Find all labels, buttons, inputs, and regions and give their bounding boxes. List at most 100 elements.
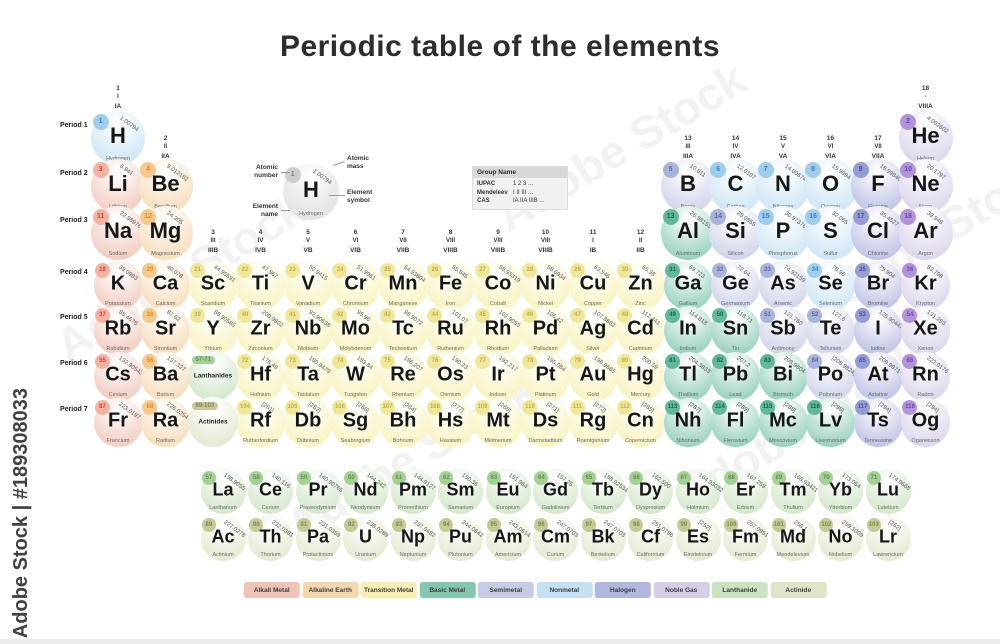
atomic-number-badge: 50	[712, 308, 728, 324]
element-name-text: Radon	[917, 391, 934, 398]
atomic-number-badge: 62	[439, 471, 454, 486]
element-symbol-label: Element symbol	[347, 189, 373, 204]
element-symbol-text: C	[727, 171, 744, 197]
element-name-text: Sulfur	[823, 250, 838, 257]
atomic-number-badge: 77	[474, 354, 490, 370]
element-Pt: 78 195.084 Pt Platinum	[521, 351, 570, 401]
atomic-number-badge: 95	[486, 518, 501, 533]
element-name-text: Ruthenium	[437, 345, 464, 352]
element-Ts: 117 [294] Ts Tennessine	[853, 397, 903, 447]
element-symbol-text: Mn	[388, 272, 418, 295]
legend-transition: Transition Metal	[360, 582, 417, 598]
element-symbol-text: Th	[259, 526, 282, 547]
atomic-number-badge: 114	[712, 400, 728, 416]
atomic-number-badge: 74	[332, 354, 348, 370]
element-name-text: Vanadium	[295, 300, 321, 307]
atomic-number-badge: 7	[757, 162, 774, 179]
element-name-text: Tungsten	[344, 391, 367, 398]
element-Cu: 29 63.546 Cu Copper	[568, 260, 618, 310]
period-label-6: Period 6	[60, 360, 88, 367]
callout-line	[281, 210, 290, 211]
element-symbol-text: H	[110, 123, 126, 149]
atomic-number-badge: 68	[724, 471, 739, 486]
atomic-number-badge: 57	[201, 471, 216, 486]
atomic-number-badge: 69	[771, 471, 786, 486]
element-Ar: 18 39.948 Ar Argon	[898, 206, 953, 260]
element-name-text: Cesium	[108, 391, 128, 398]
atomic-number-badge: 13	[662, 209, 679, 226]
element-symbol-text: B	[680, 171, 696, 197]
group-header-10: 10 VIII VIIIB	[538, 229, 553, 254]
placeholder-label: Lanthanides	[193, 372, 233, 380]
lanthanides-placeholder: 57-71 Lanthanides	[188, 351, 238, 401]
atomic-number-badge: 51	[759, 308, 775, 324]
element-symbol-text: He	[911, 123, 940, 149]
atomic-number-badge: 80	[617, 354, 633, 370]
element-Rh: 45 102.9055 Rh Rhodium	[473, 305, 523, 355]
element-Be: 49.012182BeBeryllium	[138, 159, 193, 213]
element-symbol-text: I	[875, 317, 881, 340]
placeholder-label: Actinides	[198, 418, 228, 426]
element-symbol-text: Fl	[726, 409, 745, 432]
element-symbol-text: Tl	[679, 363, 697, 386]
atomic-number-badge: 118	[902, 400, 918, 416]
group-header-2: 2 II IIA	[161, 135, 170, 160]
group-header-5: 5 V VB	[303, 229, 313, 254]
period-label-3: Period 3	[60, 217, 88, 224]
atomic-number-badge: 82	[712, 354, 728, 370]
atomic-number-badge: 44	[427, 308, 443, 324]
element-S: 16 32.065 S Sulfur	[803, 206, 858, 260]
group-name-box-header: Group Name	[473, 167, 567, 178]
element-symbol-text: Hs	[437, 409, 464, 432]
element-symbol-text: Ds	[532, 409, 559, 432]
element-symbol-text: Yb	[828, 479, 852, 500]
element-name-text: Darmstadtium	[528, 437, 563, 444]
element-name-text: Rhodium	[486, 345, 509, 352]
element-symbol-text: Am	[493, 526, 523, 547]
atomic-number-badge: 104	[237, 400, 253, 416]
element-Ga: 31 69.723 Ga Gallium	[663, 260, 713, 310]
period-label-4: Period 4	[60, 269, 88, 276]
element-Rg: 111 [272] Rg Roentgenium	[568, 397, 618, 447]
element-symbol-text: O	[821, 171, 840, 197]
atomic-number-badge: 30	[617, 263, 633, 279]
atomic-number-badge: 38	[142, 308, 158, 324]
legend-alkaline: Alkaline Earth	[302, 582, 359, 598]
atomic-number-badge: 110	[522, 400, 538, 416]
atomic-number-badge: 92	[344, 518, 359, 533]
element-name-text: Hydrogen	[299, 210, 323, 217]
adobe-stock-id-watermark: Adobe Stock | #189308033	[10, 387, 32, 638]
element-Re: 75 186.207 Re Rhenium	[378, 351, 428, 401]
atomic-number-badge: 40	[237, 308, 253, 324]
element-Ru: 44 101.07 Ru Ruthenium	[426, 305, 475, 355]
element-Fm: 100 257.0951 Fm Fermium	[723, 515, 769, 561]
element-name-text: Molybdenum	[339, 345, 372, 352]
element-symbol-text: Er	[735, 479, 755, 500]
element-Og: 118 [294] Og Oganesson	[901, 397, 950, 447]
element-Mc: 115 [288] Mc Moscovium	[758, 397, 808, 447]
element-La: 57 138.9055 La Lanthanum	[200, 468, 246, 514]
element-name-text: Aluminum	[675, 250, 701, 257]
page-title: Periodic table of the elements	[279, 30, 721, 63]
element-name-text: Gadolinium	[541, 504, 570, 511]
element-symbol-text: Ag	[579, 317, 607, 340]
element-No: 102 259.1009 No Nobelium	[818, 515, 864, 561]
element-Pd: 46 106.42 Pd Palladium	[521, 305, 570, 355]
element-Lu: 71 174.9668 Lu Lutetium	[865, 468, 911, 514]
atomic-number-badge: 63	[486, 471, 501, 486]
element-Sg: 106 [266] Sg Seaborgium	[331, 397, 380, 447]
atomic-number-badge: 4	[140, 162, 157, 179]
atomic-number-badge: 101	[771, 518, 786, 533]
element-Hf: 72 178.49 Hf Hafnium	[236, 351, 285, 401]
callout-line	[329, 195, 345, 196]
element-name-text: Manganese	[388, 300, 418, 307]
element-Se: 34 78.96 Se Selenium	[806, 260, 855, 310]
element-Po: 84 [208.9824] Po Polonium	[806, 351, 857, 401]
legend-alkali: Alkali Metal	[243, 582, 300, 598]
atomic-number-badge: 67	[676, 471, 691, 486]
element-symbol-text: Re	[390, 363, 416, 386]
element-P: 15 30.97376 P Phosphorus	[756, 206, 810, 260]
element-B: 510.811BBoron	[661, 159, 715, 213]
element-symbol-text: Tc	[392, 317, 414, 340]
atomic-number-badge: 42	[332, 308, 348, 324]
